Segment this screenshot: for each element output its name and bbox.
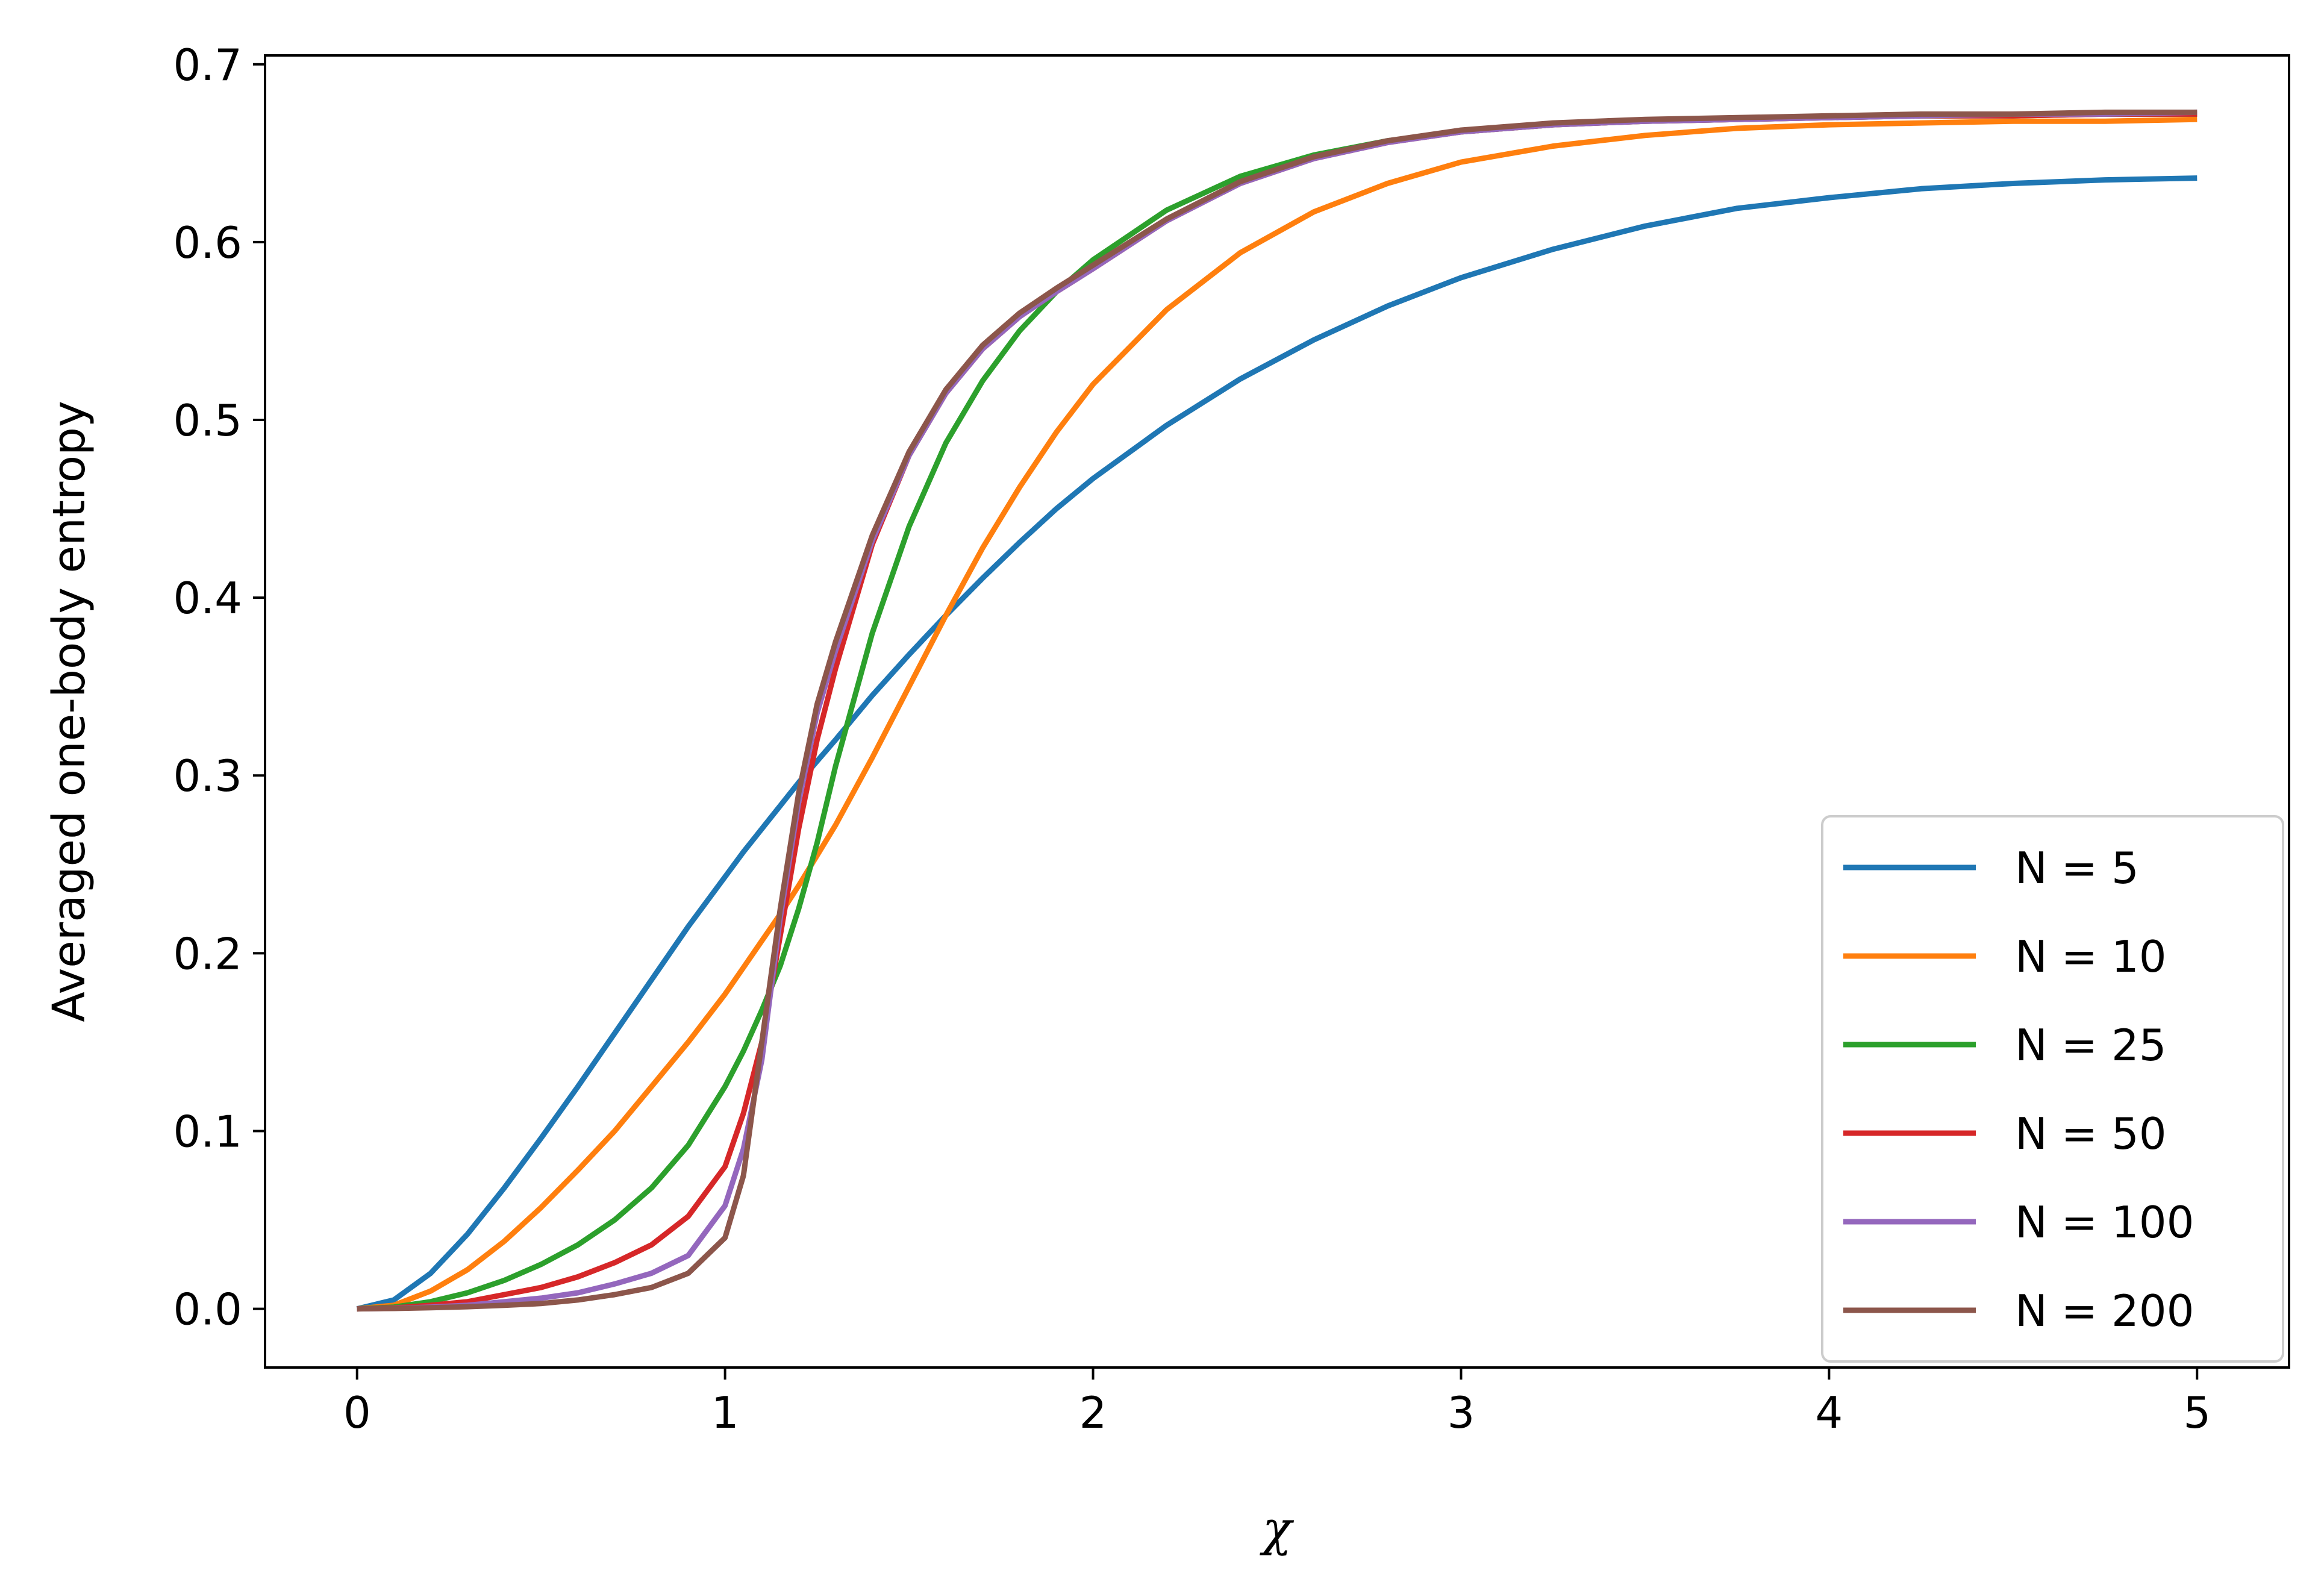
series-lines — [356, 109, 2197, 1312]
x-tick-label: 4 — [1815, 1387, 1843, 1438]
x-tick-label: 2 — [1079, 1387, 1107, 1438]
series-line-2 — [357, 116, 2197, 1312]
x-tick-label: 3 — [1448, 1387, 1475, 1438]
y-tick-label: 0.3 — [173, 751, 242, 801]
legend-label-1: N = 5 — [2015, 843, 2139, 893]
legend-label-4: N = 50 — [2015, 1108, 2167, 1159]
x-axis-label: χ — [1260, 1501, 1295, 1557]
legend-label-5: N = 100 — [2015, 1197, 2194, 1248]
series-line-1 — [356, 175, 2197, 1311]
y-tick-label: 0.5 — [173, 395, 242, 446]
plot-frame — [264, 54, 2290, 1369]
legend: N = 5 N = 10 N = 25 N = 50 N = 100 N = 200 — [1821, 815, 2284, 1363]
x-axis: 0 1 2 3 4 5 — [343, 1368, 2211, 1438]
y-axis: 0.0 0.1 0.2 0.3 0.4 0.5 0.6 0.7 — [173, 40, 265, 1335]
x-tick-label: 0 — [343, 1387, 371, 1438]
y-tick-label: 0.2 — [173, 928, 242, 979]
y-tick-label: 0.7 — [173, 40, 242, 90]
y-tick-label: 0.0 — [173, 1284, 242, 1335]
legend-label-3: N = 25 — [2015, 1020, 2167, 1071]
legend-label-2: N = 10 — [2015, 931, 2167, 982]
y-tick-label: 0.4 — [173, 573, 242, 624]
x-tick-label: 5 — [2183, 1387, 2211, 1438]
legend-label-6: N = 200 — [2015, 1286, 2194, 1336]
y-tick-label: 0.1 — [173, 1106, 242, 1157]
y-tick-label: 0.6 — [173, 217, 242, 268]
legend-box — [1821, 815, 2284, 1363]
series-line-6 — [357, 109, 2197, 1312]
y-axis-label: Averaged one-body entropy — [43, 401, 95, 1022]
x-tick-label: 1 — [711, 1387, 739, 1438]
